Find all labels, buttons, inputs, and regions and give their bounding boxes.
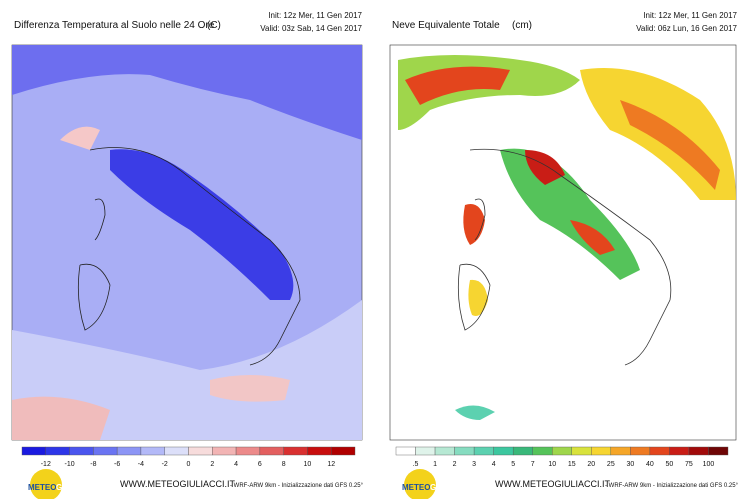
logo-text: METEO xyxy=(402,483,430,492)
colorbar-swatch xyxy=(610,446,631,456)
snow-area xyxy=(570,220,615,255)
colorbar-label: 1 xyxy=(433,461,437,468)
logo-text: GIULIACCI xyxy=(430,483,471,492)
colorbar-label: -10 xyxy=(65,461,75,468)
colorbar-label: 20 xyxy=(587,461,595,468)
warm-patch xyxy=(60,126,100,150)
colorbar-label: 2 xyxy=(210,461,214,468)
colorbar-label: 25 xyxy=(607,461,615,468)
colorbar-swatch xyxy=(630,446,651,456)
colorbar-label: -8 xyxy=(90,461,96,468)
colorbar-label: -6 xyxy=(114,461,120,468)
colorbar-swatch xyxy=(649,446,670,456)
colorbar-swatch xyxy=(454,446,475,456)
colorbar-label: 3 xyxy=(472,461,476,468)
right-panel: Neve Equivalente Totale (cm) Init: 12z M… xyxy=(389,11,738,441)
colorbar-label: 7 xyxy=(531,461,535,468)
model-info: - WRF-ARW 9km - Inizializzazione dati GF… xyxy=(605,483,739,489)
colorbar-label: 10 xyxy=(548,461,556,468)
colorbar-label: 12 xyxy=(327,461,335,468)
colorbar-label: 100 xyxy=(703,461,715,468)
colorbar-label: -2 xyxy=(162,461,168,468)
snow-area xyxy=(455,405,495,420)
warm-patch xyxy=(12,396,110,440)
colorbar-swatch xyxy=(212,446,237,456)
logo-text: GIULIACCI xyxy=(56,483,97,492)
colorbar-swatch xyxy=(708,446,729,456)
colorbar-label: 4 xyxy=(234,461,238,468)
colorbar-swatch xyxy=(259,446,284,456)
colorbar-label: 15 xyxy=(568,461,576,468)
colorbar-label: 4 xyxy=(492,461,496,468)
colorbar-swatch xyxy=(93,446,118,456)
colorbar-swatch xyxy=(395,446,416,456)
colorbar-swatch xyxy=(415,446,436,456)
init: Init: 12z Mer, 11 Gen 2017 xyxy=(643,11,737,20)
colorbar-swatch xyxy=(552,446,572,456)
colorbar-label: -12 xyxy=(41,461,51,468)
title: Neve Equivalente Totale xyxy=(392,20,500,31)
colorbar-label: 5 xyxy=(511,461,515,468)
colorbar-label: 0 xyxy=(187,461,191,468)
colorbar-swatch xyxy=(69,446,94,456)
colorbar-label: 30 xyxy=(626,461,634,468)
snow-area xyxy=(405,66,510,105)
colorbar-swatch xyxy=(434,446,455,456)
colorbar-swatch xyxy=(669,446,690,456)
colorbar-label: 8 xyxy=(282,461,286,468)
left-panel: Differenza Temperatura al Suolo nelle 24… xyxy=(11,11,363,441)
snow-area xyxy=(463,204,485,245)
warm-patch xyxy=(210,375,290,402)
colorbar-swatch xyxy=(493,446,514,456)
snow-area xyxy=(525,150,565,185)
site: WWW.METEOGIULIACCI.IT xyxy=(495,479,610,489)
cold-region xyxy=(12,45,362,140)
title: Differenza Temperatura al Suolo nelle 24… xyxy=(14,20,215,31)
logo-sun xyxy=(30,469,62,499)
colorbar-swatch xyxy=(188,446,213,456)
colorbar-swatch xyxy=(591,446,612,456)
coastline xyxy=(77,147,301,366)
colorbar-label: 10 xyxy=(304,461,312,468)
cold-core xyxy=(110,149,294,300)
colorbar-swatch xyxy=(571,446,592,456)
colorbar-label: 50 xyxy=(666,461,674,468)
colorbar-label: -4 xyxy=(138,461,144,468)
unit: (cm) xyxy=(512,20,532,31)
model-info: - WRF-ARW 9km - Inizializzazione dati GF… xyxy=(230,483,364,489)
colorbar-swatch xyxy=(307,446,332,456)
unit: (C) xyxy=(207,20,221,31)
colorbars: -12 -10 -8 -6 -4 -2 0 2 4 6 8 10 12.5 1 2 3 4 5 7 10 15 20 25 3… xyxy=(21,446,729,468)
colorbar-swatch xyxy=(473,446,494,456)
snow-area xyxy=(468,279,488,316)
init: Init: 12z Mer, 11 Gen 2017 xyxy=(268,11,362,20)
colorbar-label: 2 xyxy=(453,461,457,468)
valid: Valid: 03z Sab, 14 Gen 2017 xyxy=(260,24,362,33)
site: WWW.METEOGIULIACCI.IT xyxy=(120,479,235,489)
colorbar-swatch xyxy=(532,446,553,456)
coastline xyxy=(457,148,672,366)
logo-text: METEO xyxy=(28,483,56,492)
colorbar-swatch xyxy=(140,446,165,456)
valid: Valid: 06z Lun, 16 Gen 2017 xyxy=(636,24,737,33)
colorbar-swatch xyxy=(116,446,142,456)
colorbar-swatch xyxy=(283,446,308,456)
colorbar-swatch xyxy=(21,446,46,456)
sea-region xyxy=(12,300,362,440)
colorbar-swatch xyxy=(235,446,261,456)
logo-sun xyxy=(404,469,436,499)
colorbar-swatch xyxy=(688,446,709,456)
colorbar-swatch xyxy=(512,446,533,456)
colorbar-label: 75 xyxy=(685,461,693,468)
snow-area xyxy=(620,100,720,190)
colorbar-swatch xyxy=(331,446,356,456)
colorbar-label: .5 xyxy=(413,461,419,468)
colorbar-swatch xyxy=(45,446,70,456)
colorbar-label: 40 xyxy=(646,461,654,468)
colorbar-label: 6 xyxy=(258,461,262,468)
colorbar-swatch xyxy=(164,446,189,456)
